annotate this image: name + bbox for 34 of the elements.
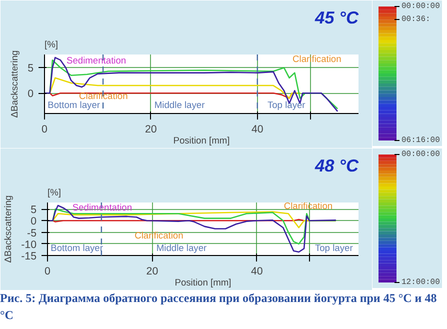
text: [%] bbox=[48, 188, 61, 198]
y-tick-label: 5 bbox=[28, 62, 34, 75]
color-bar-label: 06:16:00 bbox=[402, 136, 440, 145]
annotation: Middle layer bbox=[154, 100, 205, 110]
color-bar-label: 00:00:00 bbox=[402, 150, 440, 159]
annotation: Bottom layer bbox=[50, 243, 103, 254]
y-tick-label: -10 bbox=[21, 238, 37, 251]
color-bar-label: 12:00:00 bbox=[402, 278, 440, 287]
text: [%] bbox=[44, 40, 58, 50]
color-bar-label: 00:36: bbox=[402, 14, 430, 24]
y-axis-title: ΔBackscattering bbox=[10, 50, 20, 118]
y-tick-label: 0 bbox=[28, 88, 34, 100]
text: Рис. 5: Диаграмма обратного рассеяния при образовании йогурта при 45 °C и 48 °C bbox=[0, 290, 438, 324]
x-tick-label: 0 bbox=[44, 266, 51, 278]
chart-title: 48 °C bbox=[314, 156, 359, 176]
y-tick-label: -15 bbox=[21, 250, 37, 262]
annotation: Sedimentation bbox=[66, 55, 126, 66]
x-tick-label: 20 bbox=[146, 266, 158, 278]
color-bar-label: 00:00:00 bbox=[402, 2, 440, 11]
x-tick-label: 0 bbox=[42, 124, 48, 136]
x-tick-label: 40 bbox=[251, 266, 263, 278]
x-tick-label: 20 bbox=[145, 124, 157, 136]
annotation: Top layer bbox=[267, 100, 306, 110]
y-tick-label: 0 bbox=[30, 216, 37, 228]
y-tick-label: 5 bbox=[30, 204, 37, 216]
x-axis-title: Position [mm] bbox=[173, 136, 230, 146]
y-tick-label: -5 bbox=[27, 227, 37, 240]
chart-title: 45 °C bbox=[314, 8, 359, 28]
y-axis-title: ΔBackscattering bbox=[3, 195, 14, 263]
annotation: Middle layer bbox=[156, 243, 207, 254]
annotation: Bottom layer bbox=[48, 100, 100, 110]
x-tick-label: 40 bbox=[251, 124, 264, 136]
x-axis-title: Position [mm] bbox=[174, 278, 232, 288]
annotation: Top layer bbox=[314, 243, 353, 254]
